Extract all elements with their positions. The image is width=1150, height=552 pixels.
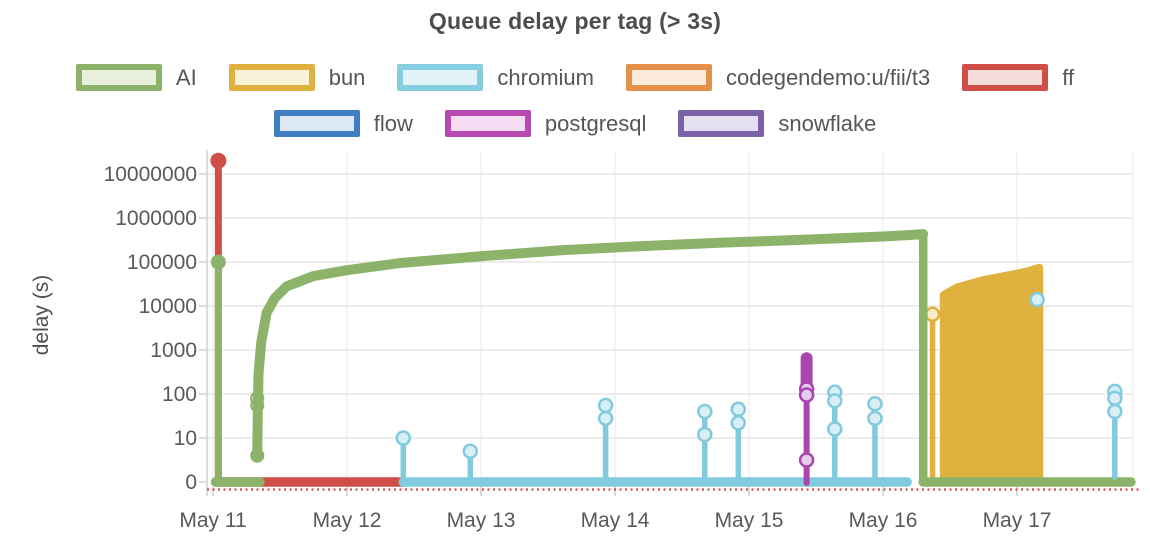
- legend-swatch-codegendemo: [626, 64, 712, 91]
- axes: [199, 150, 1018, 496]
- legend-item-codegendemo: codegendemo:u/fii/t3: [626, 64, 930, 91]
- chart-title: Queue delay per tag (> 3s): [428, 8, 722, 34]
- legend-item-ff: ff: [962, 64, 1074, 91]
- legend-label-ff: ff: [1062, 64, 1075, 90]
- legend-swatch-chromium: [397, 64, 484, 91]
- x-tick-label: May 17: [983, 509, 1052, 532]
- y-tick-label: 10000000: [104, 163, 197, 186]
- legend-row-1: AI bun chromium codegendemo:u/fii/t3 ff: [0, 64, 1150, 91]
- y-tick-label: 0: [185, 471, 197, 494]
- y-tick-label: 1000: [150, 339, 197, 362]
- series-AI: [210, 229, 1136, 487]
- series-postgresql: [798, 352, 815, 486]
- legend-swatch-flow: [273, 110, 360, 137]
- x-tick-label: May 13: [447, 509, 516, 532]
- legend-item-flow: flow: [273, 110, 413, 137]
- y-tick-label: 100: [162, 383, 197, 406]
- legend-swatch-postgresql: [444, 110, 531, 137]
- legend-label-ai: AI: [175, 64, 197, 90]
- series-chromium: [395, 384, 912, 487]
- legend-item-postgresql: postgresql: [444, 110, 647, 137]
- legend-label-snowflake: snowflake: [778, 110, 877, 136]
- y-tick-label: 1000000: [115, 207, 197, 230]
- x-tick-label: May 15: [715, 509, 784, 532]
- x-tick-label: May 14: [581, 509, 650, 532]
- y-tick-label: 10000: [139, 295, 197, 318]
- legend-item-snowflake: snowflake: [678, 110, 876, 137]
- y-tick-label: 100000: [127, 251, 197, 274]
- axis-labels: 0 10 100 1000 10000 100000 1000000 10000000 May …: [30, 163, 1051, 532]
- legend-label-chromium: chromium: [497, 64, 594, 90]
- legend-item-ai: AI: [75, 64, 197, 91]
- legend-swatch-ai: [75, 64, 162, 91]
- x-tick-label: May 12: [313, 509, 382, 532]
- legend-label-bun: bun: [328, 64, 366, 90]
- series-bun: [924, 263, 1044, 486]
- legend-label-codegendemo: codegendemo:u/fii/t3: [726, 64, 931, 90]
- legend-row-2: flow postgresql snowflake: [0, 110, 1150, 137]
- x-tick-label: May 16: [849, 509, 918, 532]
- x-tick-label: May 11: [179, 509, 246, 532]
- legend-item-bun: bun: [228, 64, 366, 91]
- y-tick-label: 10: [174, 427, 197, 450]
- legend-swatch-bun: [228, 64, 315, 91]
- legend-label-postgresql: postgresql: [544, 110, 647, 136]
- y-axis-title: delay (s): [30, 275, 53, 356]
- legend-swatch-ff: [962, 64, 1049, 91]
- legend-swatch-snowflake: [678, 110, 765, 137]
- legend-item-chromium: chromium: [397, 64, 594, 91]
- legend-label-flow: flow: [373, 110, 413, 136]
- series-chromium-late-spikes: [1029, 291, 1123, 480]
